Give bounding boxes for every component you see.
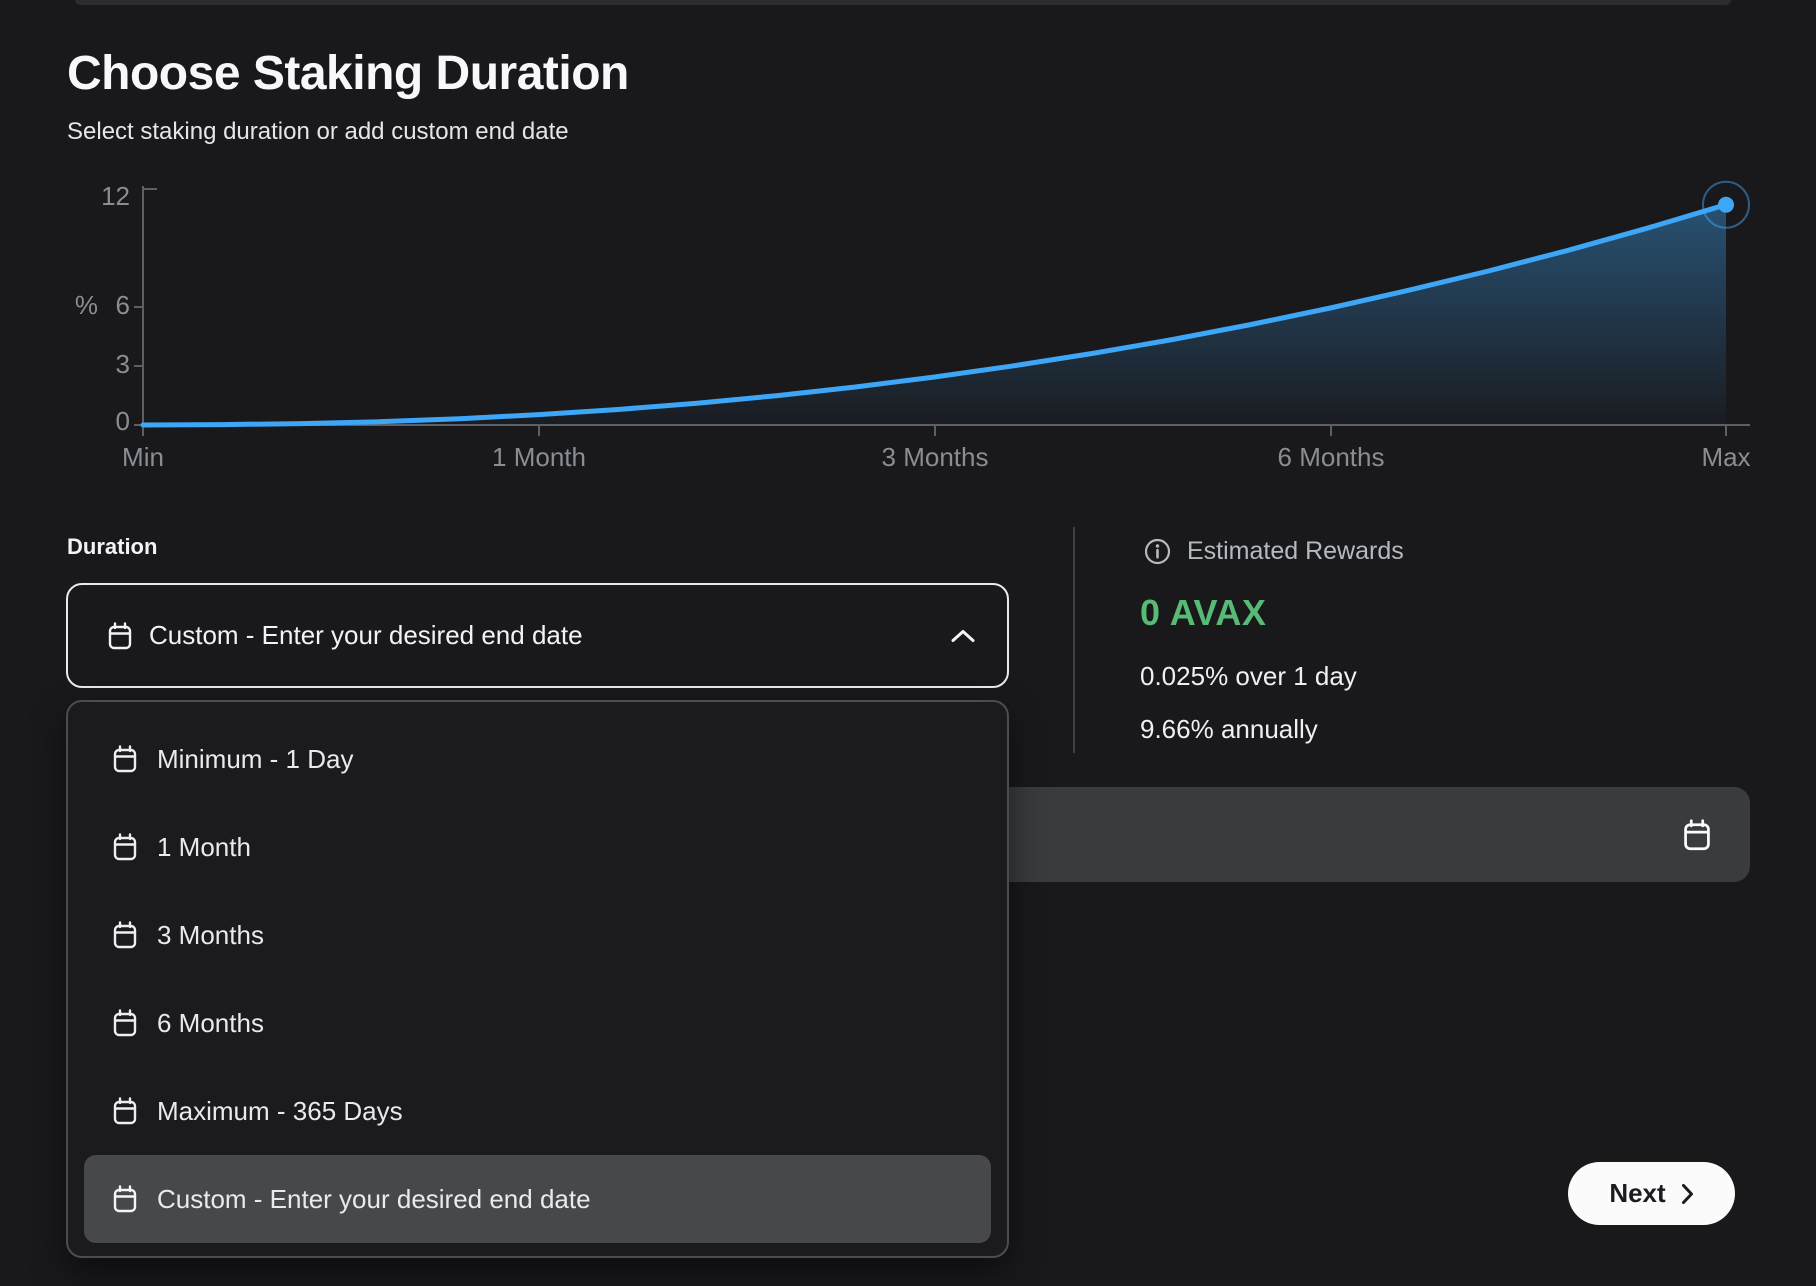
reward-rate-short: 0.025% over 1 day bbox=[1140, 661, 1357, 691]
duration-field-label: Duration bbox=[67, 534, 158, 559]
endpoint-halo-ring bbox=[1702, 180, 1750, 229]
next-button[interactable]: Next bbox=[1568, 1162, 1735, 1225]
y-axis-unit-label: % bbox=[75, 290, 98, 320]
estimated-rewards-label: Estimated Rewards bbox=[1187, 537, 1404, 565]
option-6-months[interactable]: 6 Months bbox=[84, 979, 991, 1067]
calendar-icon bbox=[112, 1009, 138, 1037]
x-tick-min: Min bbox=[122, 442, 164, 472]
x-tick-6-months: 6 Months bbox=[1278, 442, 1385, 472]
calendar-icon bbox=[112, 745, 138, 773]
option-1-month[interactable]: 1 Month bbox=[84, 803, 991, 891]
y-tick-12: 12 bbox=[101, 181, 130, 211]
chevron-up-icon bbox=[950, 628, 976, 644]
calendar-icon bbox=[112, 921, 138, 949]
x-tick-3-months: 3 Months bbox=[882, 442, 989, 472]
reward-curve-fill bbox=[143, 204, 1726, 425]
calendar-icon bbox=[107, 622, 133, 650]
option-label: Custom - Enter your desired end date bbox=[157, 1183, 591, 1214]
option-3-months[interactable]: 3 Months bbox=[84, 891, 991, 979]
option-label: 6 Months bbox=[157, 1007, 264, 1038]
option-label: Maximum - 365 Days bbox=[157, 1095, 403, 1126]
estimated-rewards-amount: 0 AVAX bbox=[1140, 592, 1267, 633]
duration-select[interactable]: Custom - Enter your desired end date bbox=[66, 583, 1009, 688]
x-axis-ticks bbox=[142, 425, 1727, 436]
option-label: 3 Months bbox=[157, 919, 264, 950]
x-tick-1-month: 1 Month bbox=[492, 442, 586, 472]
chevron-right-icon bbox=[1681, 1183, 1693, 1204]
endpoint-dot-handle[interactable] bbox=[1718, 196, 1734, 213]
duration-select-value: Custom - Enter your desired end date bbox=[149, 620, 583, 650]
calendar-icon bbox=[112, 1097, 138, 1125]
calendar-icon bbox=[112, 833, 138, 861]
duration-dropdown-menu: Minimum - 1 Day 1 Month 3 Months 6 Month… bbox=[66, 700, 1009, 1258]
option-label: Minimum - 1 Day bbox=[157, 743, 354, 774]
x-tick-max: Max bbox=[1701, 442, 1750, 472]
option-minimum-1-day[interactable]: Minimum - 1 Day bbox=[84, 715, 991, 803]
page-subtitle: Select staking duration or add custom en… bbox=[67, 118, 569, 145]
vertical-divider bbox=[1073, 527, 1075, 753]
y-tick-6: 6 bbox=[116, 290, 130, 320]
page-title: Choose Staking Duration bbox=[67, 47, 629, 100]
reward-curve bbox=[140, 202, 1729, 428]
calendar-icon bbox=[112, 1185, 138, 1213]
y-tick-3: 3 bbox=[116, 349, 130, 379]
y-axis-ticks bbox=[134, 188, 157, 426]
option-label: 1 Month bbox=[157, 831, 251, 862]
option-custom-end-date[interactable]: Custom - Enter your desired end date bbox=[84, 1155, 991, 1243]
info-icon[interactable] bbox=[1144, 538, 1171, 565]
reward-rate-annual: 9.66% annually bbox=[1140, 714, 1318, 744]
date-picker-calendar-icon[interactable] bbox=[1682, 819, 1712, 851]
top-progress-strip bbox=[75, 0, 1731, 5]
y-tick-0: 0 bbox=[116, 406, 130, 436]
option-maximum-365-days[interactable]: Maximum - 365 Days bbox=[84, 1067, 991, 1155]
staking-rewards-chart: 12 6 3 0 % Min 1 Month 3 Months 6 Months… bbox=[0, 150, 1816, 490]
next-button-label: Next bbox=[1609, 1178, 1666, 1208]
